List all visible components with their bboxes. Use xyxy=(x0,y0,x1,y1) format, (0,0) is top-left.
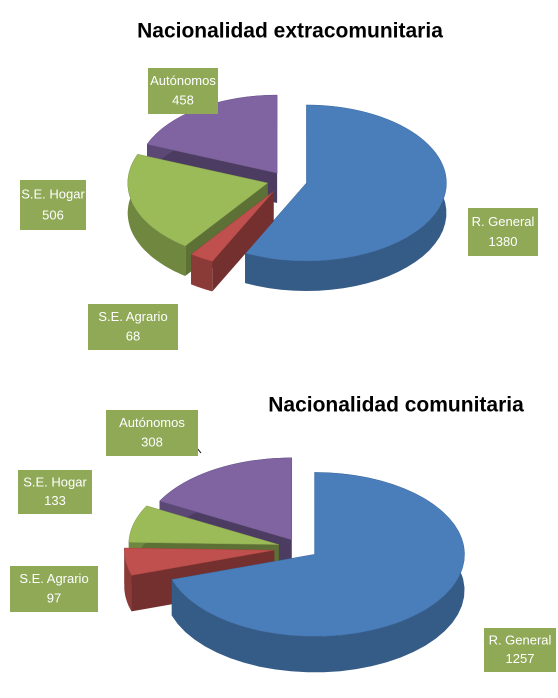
slice-top xyxy=(171,472,465,637)
slice-top xyxy=(159,457,293,541)
label-box xyxy=(468,208,538,256)
label-box xyxy=(20,180,86,230)
data-label-name: S.E. Hogar xyxy=(21,186,85,201)
data-label-name: Autónomos xyxy=(119,415,185,430)
slice-top xyxy=(244,104,447,262)
data-label-value: 97 xyxy=(47,591,61,606)
pie-slice xyxy=(244,104,447,291)
data-label-value: 1380 xyxy=(489,234,518,249)
data-label-name: R. General xyxy=(489,633,552,648)
label-box xyxy=(106,410,198,456)
data-label-name: S.E. Hogar xyxy=(23,475,87,490)
slice-side xyxy=(127,154,186,276)
data-label-value: 308 xyxy=(141,435,163,450)
data-label-value: 506 xyxy=(42,207,64,222)
label-box xyxy=(148,68,218,114)
slice-top xyxy=(190,191,274,262)
data-label-value: 68 xyxy=(126,329,140,344)
data-label-value: 133 xyxy=(44,493,66,508)
slice-top xyxy=(124,547,275,576)
label-box xyxy=(484,628,556,672)
data-label-name: R. General xyxy=(472,214,535,229)
label-box xyxy=(18,470,92,514)
slice-side xyxy=(191,254,213,292)
data-label-value: 458 xyxy=(172,93,194,108)
label-box xyxy=(88,304,178,350)
slice-top xyxy=(128,505,279,545)
pie-slice xyxy=(190,191,274,292)
data-label-value: 1257 xyxy=(506,651,535,666)
slice-top xyxy=(127,153,269,247)
data-label-name: Autónomos xyxy=(150,73,216,88)
chart-title: Nacionalidad extracomunitaria xyxy=(137,20,443,43)
pie-slice xyxy=(171,472,465,673)
label-box xyxy=(10,566,98,612)
chart-title: Nacionalidad comunitaria xyxy=(268,394,524,417)
data-label-name: S.E. Agrario xyxy=(19,571,88,586)
data-label-name: S.E. Agrario xyxy=(98,309,167,324)
